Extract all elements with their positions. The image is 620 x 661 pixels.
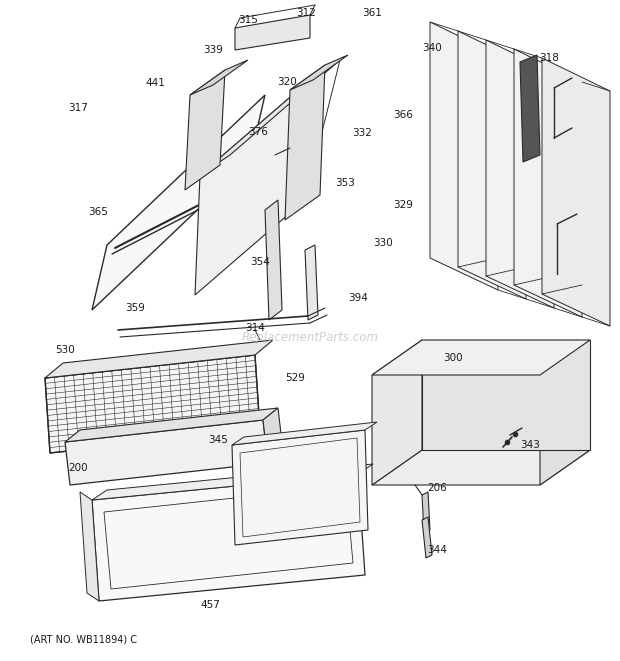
- Polygon shape: [80, 492, 99, 601]
- Text: 394: 394: [348, 293, 368, 303]
- Text: 365: 365: [88, 207, 108, 217]
- Polygon shape: [235, 15, 310, 50]
- Polygon shape: [65, 408, 278, 442]
- Text: 529: 529: [285, 373, 305, 383]
- Text: 329: 329: [393, 200, 413, 210]
- Polygon shape: [430, 22, 498, 290]
- Text: 200: 200: [68, 463, 88, 473]
- Polygon shape: [232, 430, 368, 545]
- Text: 343: 343: [520, 440, 540, 450]
- Text: 361: 361: [362, 8, 382, 18]
- Text: 339: 339: [203, 45, 223, 55]
- Polygon shape: [422, 517, 432, 558]
- Polygon shape: [305, 245, 318, 320]
- Text: 317: 317: [68, 103, 88, 113]
- Polygon shape: [190, 60, 248, 95]
- Polygon shape: [285, 65, 325, 220]
- Text: 312: 312: [296, 8, 316, 18]
- Text: 340: 340: [422, 43, 442, 53]
- Polygon shape: [263, 408, 283, 463]
- Polygon shape: [92, 464, 373, 500]
- Polygon shape: [458, 31, 526, 299]
- Polygon shape: [520, 55, 540, 162]
- Polygon shape: [372, 340, 590, 375]
- Polygon shape: [486, 40, 554, 308]
- Text: 332: 332: [352, 128, 372, 138]
- Polygon shape: [422, 492, 430, 533]
- Text: ReplacementParts.com: ReplacementParts.com: [242, 332, 378, 344]
- Text: 345: 345: [208, 435, 228, 445]
- Text: 315: 315: [238, 15, 258, 25]
- Polygon shape: [514, 49, 582, 317]
- Text: 300: 300: [443, 353, 463, 363]
- Polygon shape: [290, 55, 348, 90]
- Text: 320: 320: [277, 77, 297, 87]
- Polygon shape: [200, 60, 340, 175]
- Text: 366: 366: [393, 110, 413, 120]
- Polygon shape: [372, 450, 590, 485]
- Polygon shape: [542, 58, 610, 326]
- Text: 353: 353: [335, 178, 355, 188]
- Text: 318: 318: [539, 53, 559, 63]
- Text: 530: 530: [55, 345, 75, 355]
- Polygon shape: [232, 422, 377, 445]
- Polygon shape: [92, 95, 265, 310]
- Text: 344: 344: [427, 545, 447, 555]
- Polygon shape: [372, 340, 422, 485]
- Text: 206: 206: [427, 483, 447, 493]
- Text: 441: 441: [145, 78, 165, 88]
- Polygon shape: [540, 340, 590, 485]
- Text: 457: 457: [200, 600, 220, 610]
- Text: 330: 330: [373, 238, 393, 248]
- Text: 376: 376: [248, 127, 268, 137]
- Text: 359: 359: [125, 303, 145, 313]
- Polygon shape: [195, 80, 310, 295]
- Polygon shape: [45, 355, 260, 453]
- Text: (ART NO. WB11894) C: (ART NO. WB11894) C: [30, 635, 137, 645]
- Polygon shape: [65, 420, 268, 485]
- Polygon shape: [92, 474, 365, 601]
- Polygon shape: [45, 340, 273, 378]
- Polygon shape: [422, 340, 590, 450]
- Text: 314: 314: [245, 323, 265, 333]
- Polygon shape: [185, 70, 225, 190]
- Polygon shape: [265, 200, 282, 320]
- Text: 354: 354: [250, 257, 270, 267]
